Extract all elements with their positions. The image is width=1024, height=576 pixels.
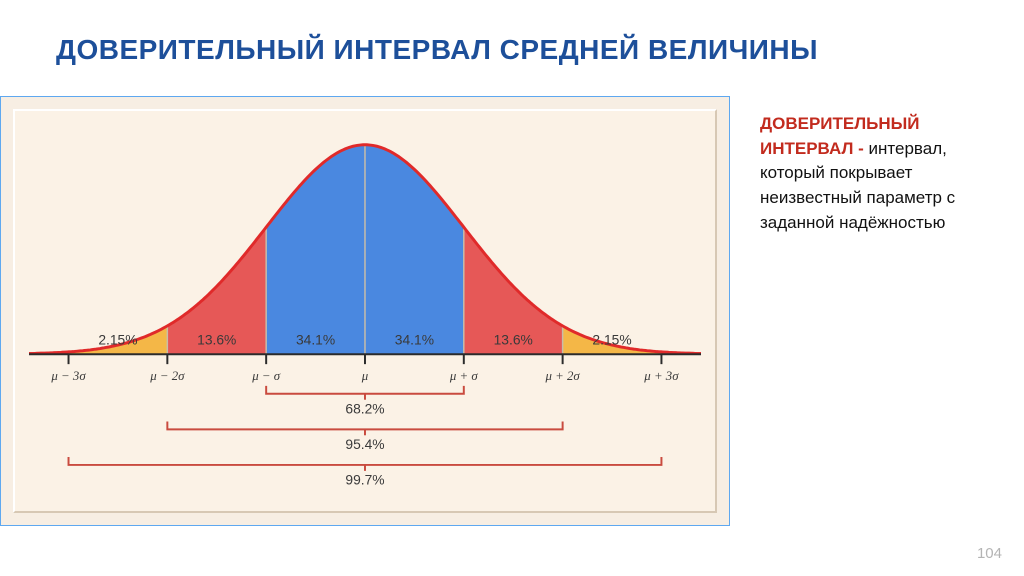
svg-text:34.1%: 34.1%	[296, 331, 335, 347]
svg-text:2.15%: 2.15%	[98, 331, 137, 347]
svg-text:95.4%: 95.4%	[345, 436, 384, 452]
svg-text:μ − σ: μ − σ	[251, 369, 281, 383]
svg-text:μ + σ: μ + σ	[449, 369, 479, 383]
svg-text:13.6%: 13.6%	[197, 331, 236, 347]
page-title: ДОВЕРИТЕЛЬНЫЙ ИНТЕРВАЛ СРЕДНЕЙ ВЕЛИЧИНЫ	[56, 34, 818, 66]
figure-inner: 2.15% 13.6% 34.1% 34.1% 13.6% 2.15% μ − 3σ μ − …	[13, 109, 717, 513]
svg-text:μ + 3σ: μ + 3σ	[643, 369, 679, 383]
definition-block: ДОВЕРИТЕЛЬНЫЙ ИНТЕРВАЛ - интервал, котор…	[760, 112, 1000, 235]
figure-container: 2.15% 13.6% 34.1% 34.1% 13.6% 2.15% μ − 3σ μ − …	[0, 96, 730, 526]
slide: ДОВЕРИТЕЛЬНЫЙ ИНТЕРВАЛ СРЕДНЕЙ ВЕЛИЧИНЫ …	[0, 0, 1024, 576]
normal-distribution-chart: 2.15% 13.6% 34.1% 34.1% 13.6% 2.15% μ − 3σ μ − …	[29, 125, 701, 512]
svg-text:68.2%: 68.2%	[345, 401, 384, 417]
svg-text:2.15%: 2.15%	[592, 331, 631, 347]
svg-text:μ: μ	[361, 369, 369, 383]
page-number: 104	[977, 545, 1002, 562]
svg-text:34.1%: 34.1%	[395, 331, 434, 347]
svg-text:μ − 2σ: μ − 2σ	[149, 369, 185, 383]
svg-text:μ − 3σ: μ − 3σ	[50, 369, 86, 383]
svg-text:13.6%: 13.6%	[494, 331, 533, 347]
svg-text:99.7%: 99.7%	[345, 472, 384, 488]
svg-text:μ + 2σ: μ + 2σ	[544, 369, 580, 383]
